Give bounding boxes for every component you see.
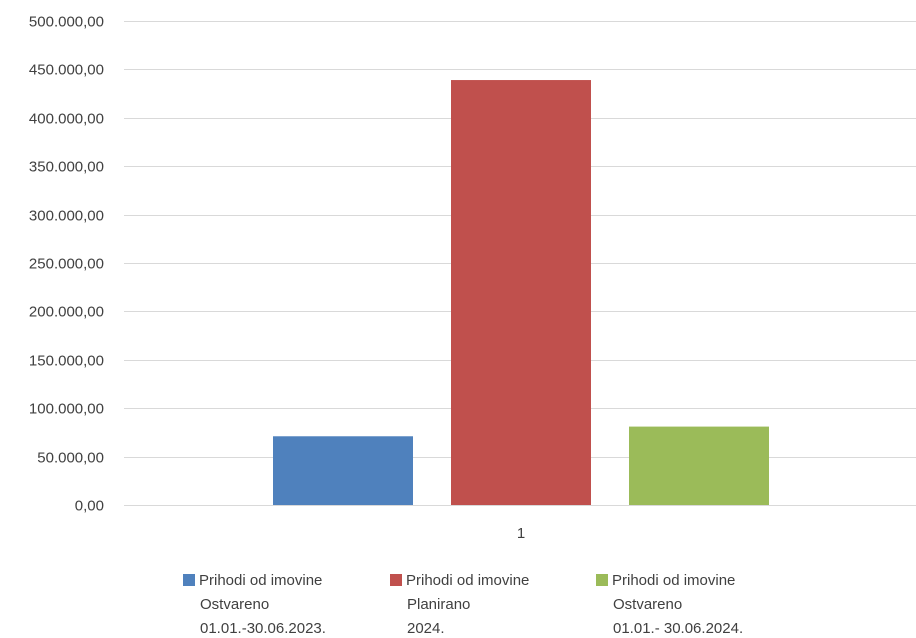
y-tick-label: 150.000,00 [29, 353, 104, 370]
bar-series-2 [451, 80, 591, 505]
legend-label: Prihodi od imovine [612, 572, 735, 589]
y-tick-label: 400.000,00 [29, 111, 104, 128]
legend-label: Prihodi od imovine [199, 572, 322, 589]
y-tick-label: 450.000,00 [29, 62, 104, 79]
y-tick-label: 500.000,00 [29, 14, 104, 31]
legend-label: Planirano [407, 596, 470, 613]
y-tick-label: 250.000,00 [29, 256, 104, 273]
y-tick-label: 100.000,00 [29, 401, 104, 418]
legend-label: Ostvareno [200, 596, 269, 613]
legend-label: Prihodi od imovine [406, 572, 529, 589]
bar-series-1 [273, 436, 413, 505]
legend-label: 01.01.-30.06.2023. [200, 620, 326, 637]
legend-swatch [390, 574, 402, 586]
y-tick-label: 50.000,00 [37, 450, 104, 467]
legend: Prihodi od imovine Ostvareno 01.01.-30.06.… [183, 572, 743, 637]
x-axis-tick-labels: 1 [517, 525, 525, 542]
legend-label: Ostvareno [613, 596, 682, 613]
legend-swatch [183, 574, 195, 586]
legend-label: 2024. [407, 620, 445, 637]
y-tick-label: 350.000,00 [29, 159, 104, 176]
y-axis-tick-labels: 0,00 50.000,00 100.000,00 150.000,00 200.000… [29, 14, 104, 515]
y-tick-label: 0,00 [75, 498, 104, 515]
legend-swatch [596, 574, 608, 586]
y-tick-label: 300.000,00 [29, 208, 104, 225]
bars [273, 80, 769, 505]
bar-series-3 [629, 426, 769, 505]
legend-label: 01.01.- 30.06.2024. [613, 620, 743, 637]
y-tick-label: 200.000,00 [29, 304, 104, 321]
x-tick-label: 1 [517, 525, 525, 542]
